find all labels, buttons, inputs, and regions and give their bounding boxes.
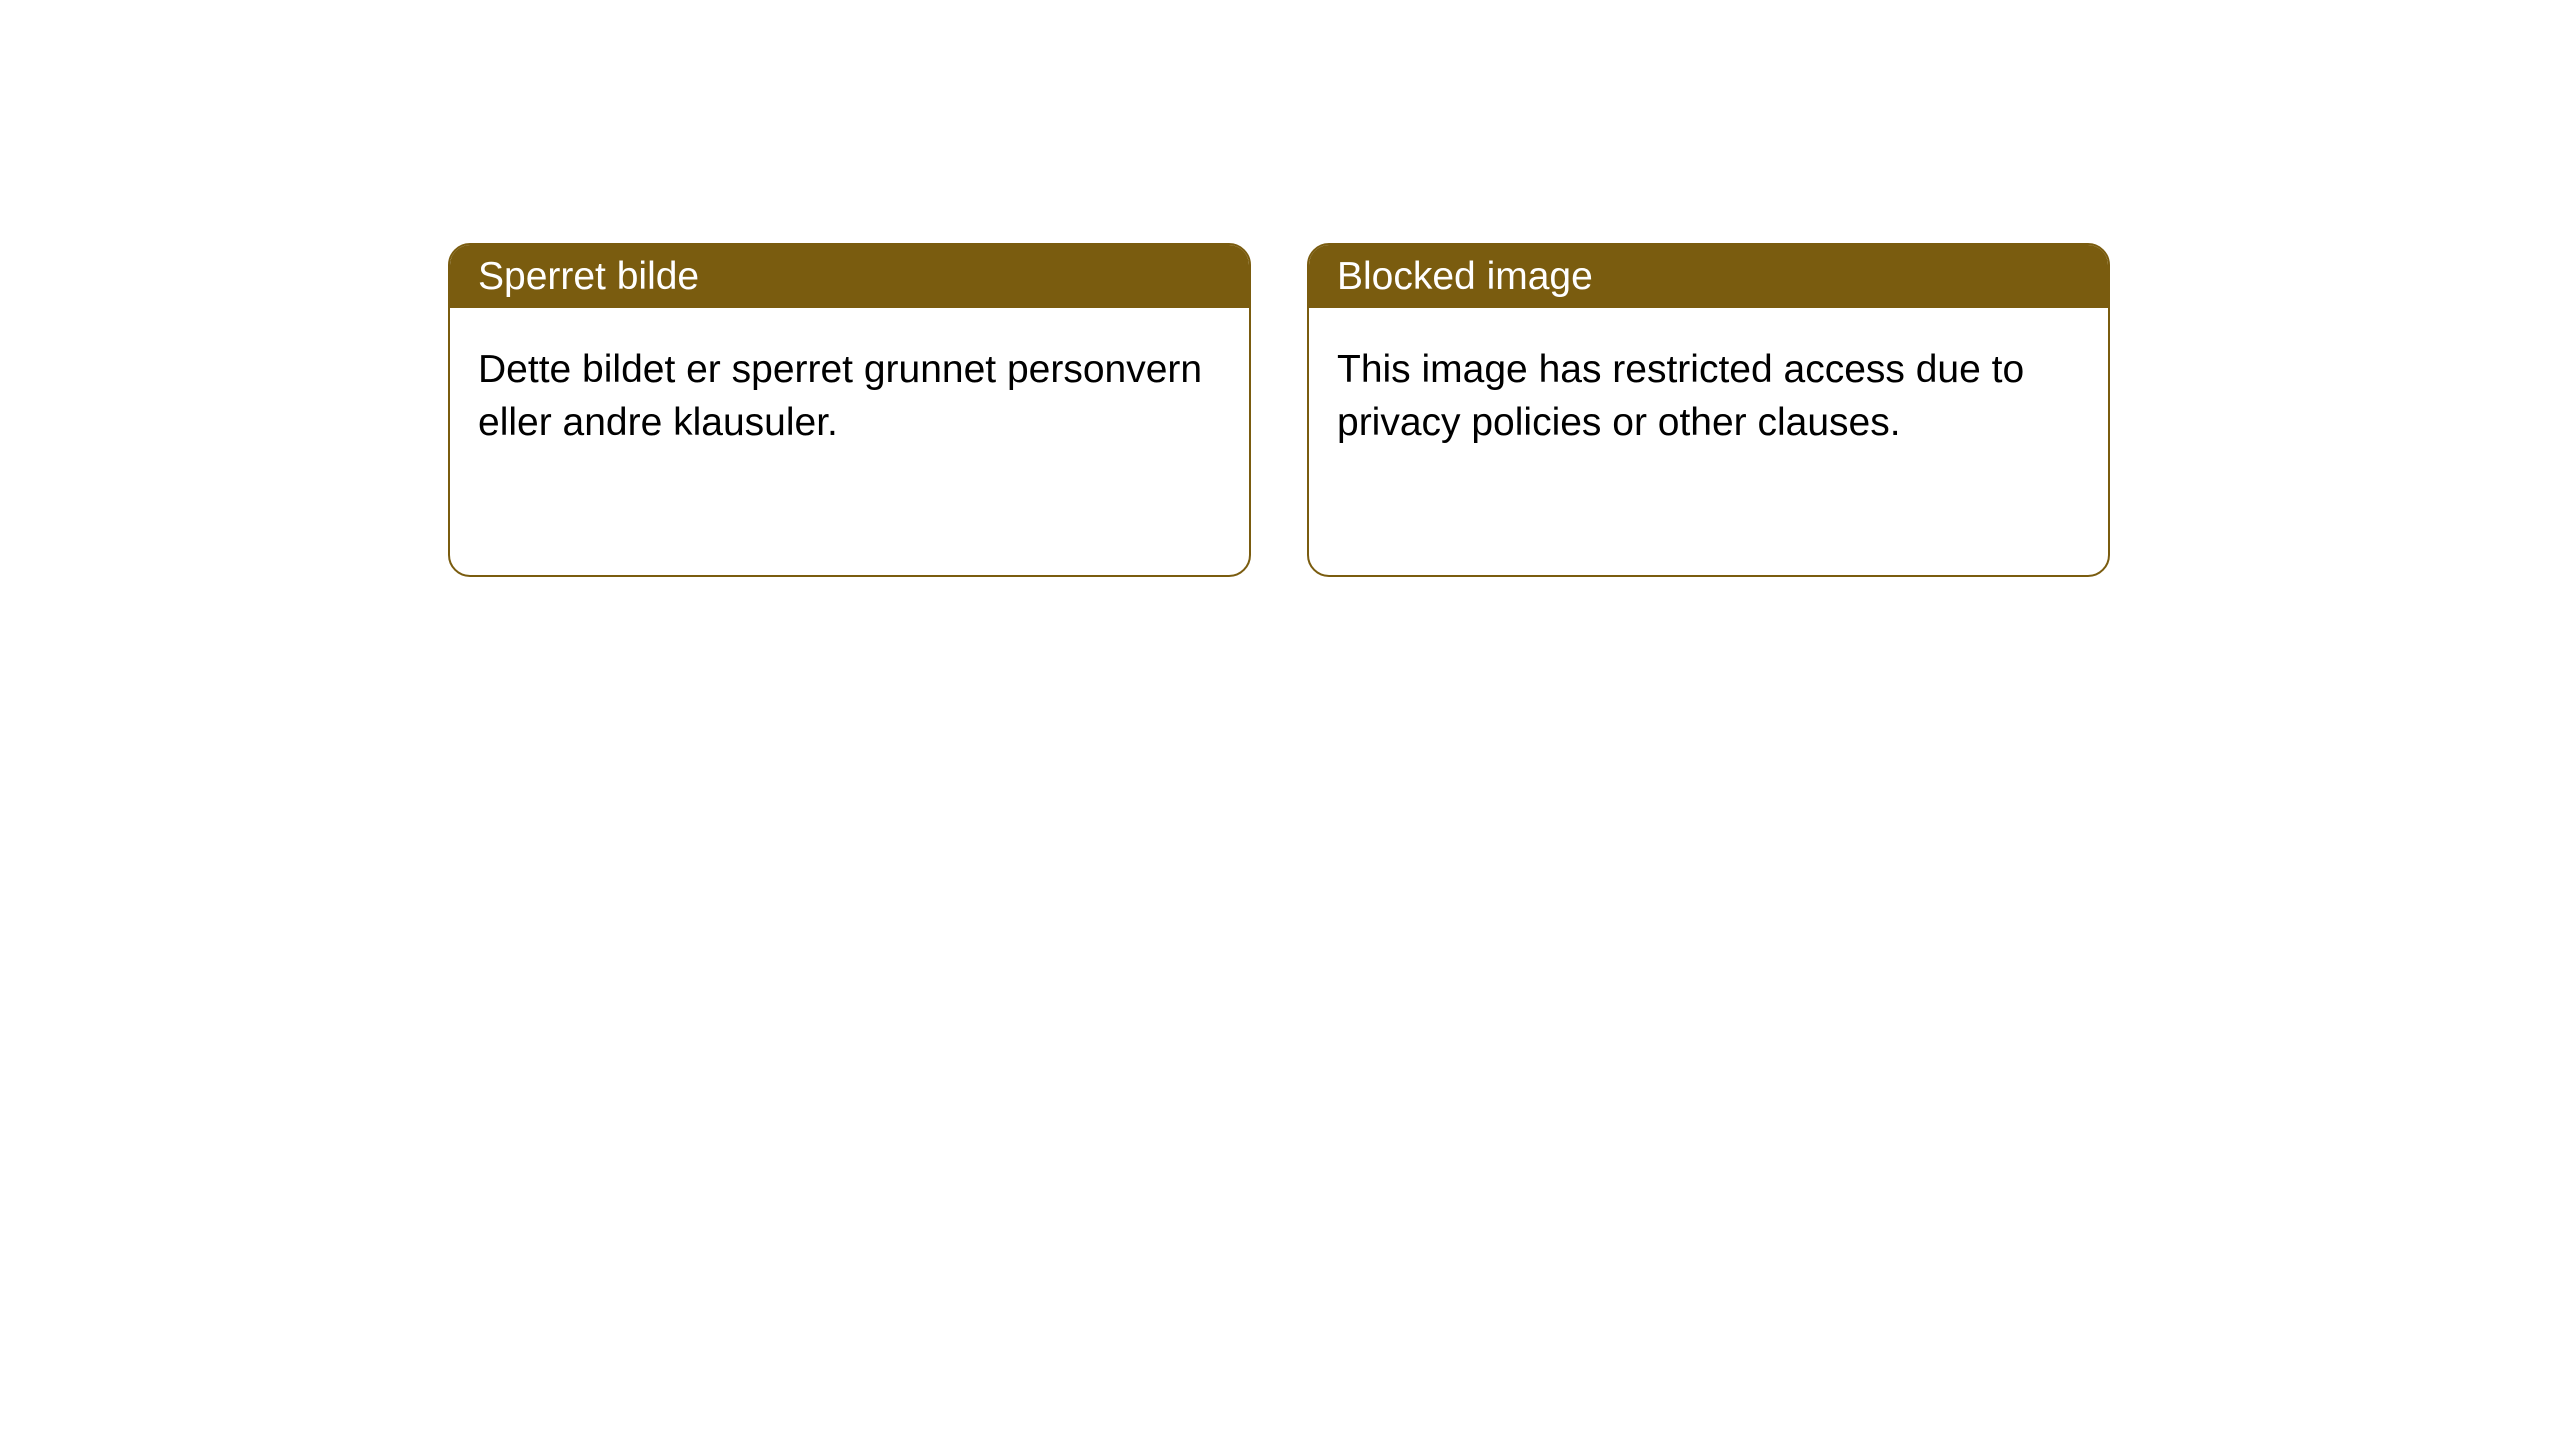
notice-header-norwegian: Sperret bilde [450, 245, 1249, 308]
notice-container: Sperret bilde Dette bildet er sperret gr… [448, 243, 2110, 577]
notice-body-english: This image has restricted access due to … [1309, 308, 2108, 485]
notice-body-norwegian: Dette bildet er sperret grunnet personve… [450, 308, 1249, 485]
notice-card-english: Blocked image This image has restricted … [1307, 243, 2110, 577]
notice-header-english: Blocked image [1309, 245, 2108, 308]
notice-card-norwegian: Sperret bilde Dette bildet er sperret gr… [448, 243, 1251, 577]
